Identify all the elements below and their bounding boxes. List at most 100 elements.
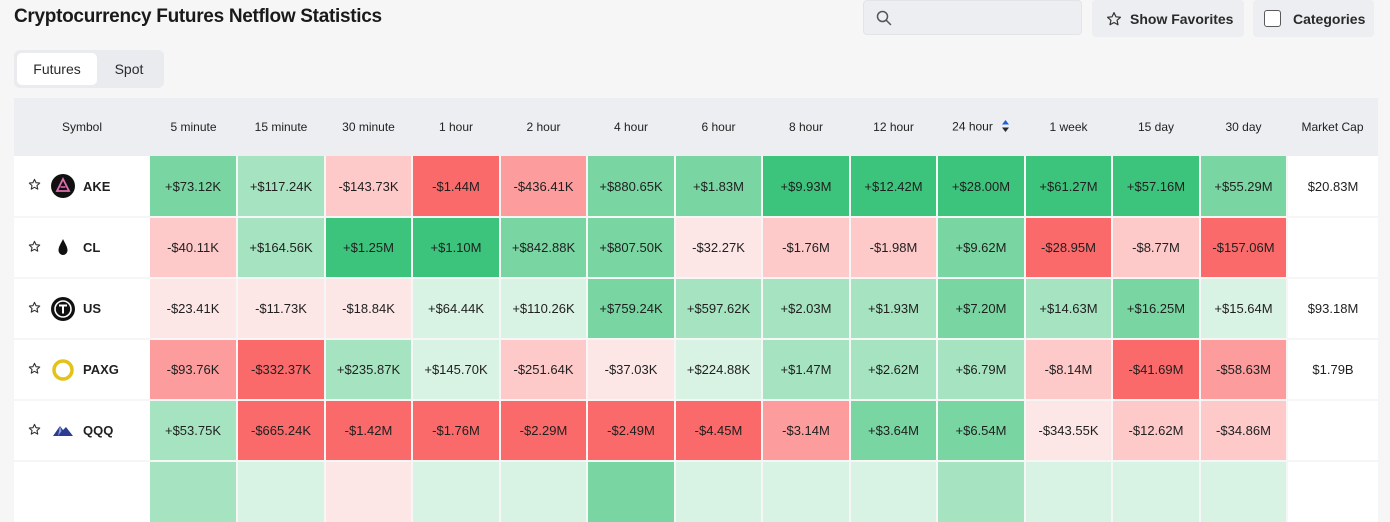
col-1-week[interactable]: 1 week: [1049, 120, 1088, 134]
page-title: Cryptocurrency Futures Netflow Statistic…: [14, 6, 382, 27]
netflow-cell: -$40.11K: [150, 217, 238, 279]
table-row[interactable]: PAXG -$93.76K -$332.37K +$235.87K +$145.70K -…: [14, 339, 1378, 401]
col-6-hour[interactable]: 6 hour: [701, 120, 736, 134]
col-8-hour[interactable]: 8 hour: [788, 120, 824, 134]
netflow-cell: [1112, 461, 1201, 522]
netflow-cell: +$1.93M: [850, 278, 938, 340]
col-12-hour[interactable]: 12 hour: [873, 120, 914, 134]
qqq-coin-icon: [51, 419, 75, 443]
favorite-star-icon[interactable]: [28, 178, 41, 194]
table-row[interactable]: AKE +$73.12K +$117.24K -$143.73K -$1.44M -$43…: [14, 156, 1378, 218]
netflow-cell: [412, 461, 501, 522]
netflow-cell: -$3.14M: [762, 400, 851, 462]
netflow-cell: +$61.27M: [1025, 156, 1113, 218]
netflow-cell: +$9.93M: [762, 156, 851, 218]
table-row[interactable]: [14, 461, 1378, 522]
sort-icon[interactable]: [1001, 119, 1010, 136]
favorite-star-icon[interactable]: [28, 301, 41, 317]
favorite-star-icon[interactable]: [28, 423, 41, 439]
col-30-minute[interactable]: 30 minute: [342, 120, 395, 134]
col-24-hour-label: 24 hour: [952, 119, 993, 134]
netflow-cell: [150, 461, 238, 522]
netflow-cell: -$34.86M: [1200, 400, 1288, 462]
netflow-cell: +$64.44K: [412, 278, 501, 340]
col-market-cap[interactable]: Market Cap: [1301, 120, 1364, 134]
netflow-cell: [325, 461, 413, 522]
search-icon: [876, 10, 892, 26]
market-cap-cell: $1.79B: [1287, 339, 1378, 401]
netflow-cell: +$16.25M: [1112, 278, 1201, 340]
ake-coin-icon: [51, 174, 75, 198]
symbol-cell[interactable]: QQQ: [14, 400, 150, 462]
netflow-cell: [1200, 461, 1288, 522]
netflow-cell: [500, 461, 588, 522]
netflow-cell: -$1.76M: [762, 217, 851, 279]
show-favorites-button[interactable]: Show Favorites: [1092, 0, 1244, 37]
netflow-cell: -$251.64K: [500, 339, 588, 401]
table-row[interactable]: CL -$40.11K +$164.56K +$1.25M +$1.10M +$842.8…: [14, 217, 1378, 279]
symbol-name: CL: [83, 240, 101, 255]
netflow-cell: +$164.56K: [237, 217, 326, 279]
netflow-cell: +$2.03M: [762, 278, 851, 340]
market-cap-cell: [1287, 400, 1378, 462]
netflow-cell: +$73.12K: [150, 156, 238, 218]
categories-checkbox[interactable]: [1264, 10, 1281, 27]
col-4-hour[interactable]: 4 hour: [613, 120, 649, 134]
netflow-cell: +$759.24K: [587, 278, 676, 340]
netflow-cell: -$32.27K: [675, 217, 763, 279]
paxg-coin-icon: [51, 358, 75, 382]
categories-button[interactable]: Categories: [1253, 0, 1374, 37]
market-type-tabs: Futures Spot: [14, 50, 164, 88]
favorite-star-icon[interactable]: [28, 240, 41, 256]
col-30-day[interactable]: 30 day: [1225, 120, 1262, 134]
netflow-cell: [237, 461, 326, 522]
col-15-day[interactable]: 15 day: [1137, 120, 1175, 134]
netflow-cell: +$2.62M: [850, 339, 938, 401]
col-24-hour[interactable]: 24 hour: [937, 98, 1025, 156]
netflow-cell: +$9.62M: [937, 217, 1026, 279]
col-1-hour[interactable]: 1 hour: [438, 120, 474, 134]
netflow-cell: -$436.41K: [500, 156, 588, 218]
netflow-cell: [937, 461, 1026, 522]
netflow-cell: -$2.29M: [500, 400, 588, 462]
table-row[interactable]: QQQ +$53.75K -$665.24K -$1.42M -$1.76M -$2.29…: [14, 400, 1378, 462]
us-coin-icon: [51, 296, 75, 321]
symbol-cell[interactable]: AKE: [14, 156, 150, 218]
tab-futures[interactable]: Futures: [17, 53, 97, 85]
search-input[interactable]: [863, 0, 1082, 35]
netflow-cell: -$28.95M: [1025, 217, 1113, 279]
symbol-cell[interactable]: US: [14, 278, 150, 340]
netflow-cell: -$343.55K: [1025, 400, 1113, 462]
tab-spot[interactable]: Spot: [114, 61, 144, 77]
netflow-cell: [1025, 461, 1113, 522]
netflow-cell: +$12.42M: [850, 156, 938, 218]
netflow-cell: -$8.14M: [1025, 339, 1113, 401]
oil-drop-icon: [51, 236, 75, 260]
table-row[interactable]: US -$23.41K -$11.73K -$18.84K +$64.44K +$110.…: [14, 278, 1378, 340]
symbol-cell[interactable]: CL: [14, 217, 150, 279]
symbol-cell[interactable]: PAXG: [14, 339, 150, 401]
show-favorites-label: Show Favorites: [1130, 10, 1234, 27]
netflow-cell: +$842.88K: [500, 217, 588, 279]
netflow-cell: -$157.06M: [1200, 217, 1288, 279]
symbol-name: US: [83, 301, 102, 316]
netflow-cell: +$7.20M: [937, 278, 1026, 340]
netflow-cell: +$1.83M: [675, 156, 763, 218]
col-2-hour[interactable]: 2 hour: [526, 120, 561, 134]
col-5-minute[interactable]: 5 minute: [170, 120, 217, 134]
symbol-name: AKE: [83, 178, 111, 194]
netflow-cell: +$117.24K: [237, 156, 326, 218]
col-15-minute[interactable]: 15 minute: [254, 120, 308, 134]
market-cap-cell: $93.18M: [1287, 278, 1378, 340]
netflow-cell: -$12.62M: [1112, 400, 1201, 462]
favorite-star-icon[interactable]: [28, 362, 41, 378]
netflow-cell: -$1.44M: [412, 156, 501, 218]
symbol-cell[interactable]: [14, 461, 150, 522]
netflow-table: Symbol 5 minute 15 minute 30 minute 1 ho…: [14, 98, 1378, 522]
market-cap-cell: $20.83M: [1287, 156, 1378, 218]
symbol-name: QQQ: [83, 423, 114, 438]
col-symbol[interactable]: Symbol: [61, 120, 102, 134]
netflow-cell: -$23.41K: [150, 278, 238, 340]
netflow-cell: +$53.75K: [150, 400, 238, 462]
netflow-cell: +$15.64M: [1200, 278, 1288, 340]
